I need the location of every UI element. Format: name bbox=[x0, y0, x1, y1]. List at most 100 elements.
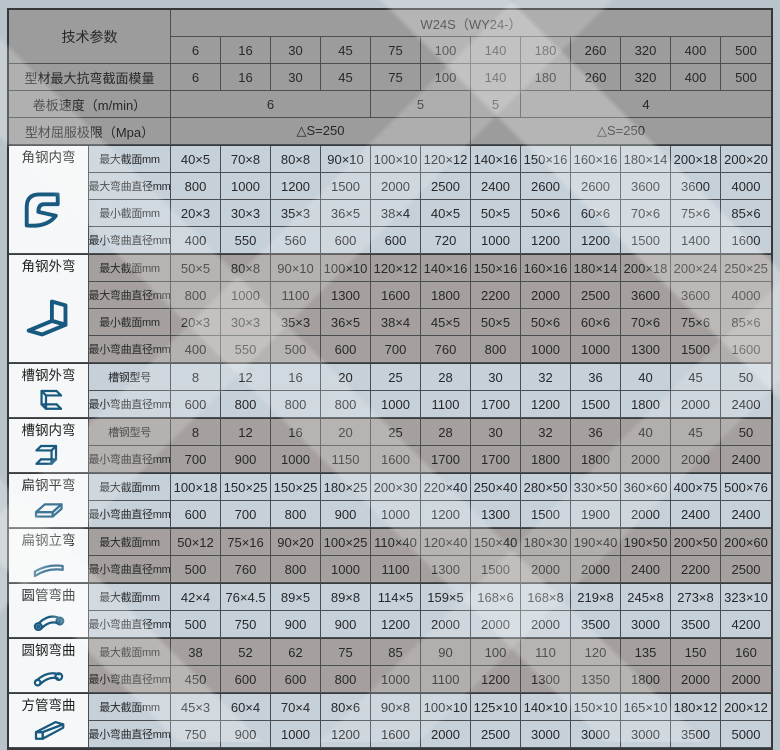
column-header-140: 140 bbox=[471, 37, 521, 64]
value-cell: 900 bbox=[321, 501, 371, 528]
value-cell: 1200 bbox=[521, 227, 571, 254]
value-cell: 120×40 bbox=[421, 529, 471, 556]
value-cell: 1500 bbox=[571, 391, 621, 418]
column-header-180: 180 bbox=[521, 37, 571, 64]
value-cell: 160 bbox=[721, 639, 771, 666]
value-cell: 2500 bbox=[571, 282, 621, 309]
value-cell: 120×12 bbox=[371, 255, 421, 282]
value-cell: 2400 bbox=[721, 391, 771, 418]
value-cell: 36×5 bbox=[321, 200, 371, 227]
value-cell: 32 bbox=[521, 419, 571, 446]
section-header-cell: 方管弯曲 bbox=[9, 694, 89, 748]
param-row-label: 型材屈服极限（Mpa） bbox=[9, 118, 171, 145]
value-cell: 1200 bbox=[371, 611, 421, 638]
value-cell: 700 bbox=[221, 501, 271, 528]
param-row-label: 型材最大抗弯截面模量 bbox=[9, 64, 171, 91]
section-row-label: 最小弯曲直径mm bbox=[89, 391, 171, 418]
param-value-cell: 500 bbox=[721, 64, 771, 91]
value-cell: 50×5 bbox=[171, 255, 221, 282]
value-cell: 168×8 bbox=[521, 584, 571, 611]
value-cell: 900 bbox=[271, 611, 321, 638]
section-row: 最大截面mm 42×4 76×4.5 89×5 89×8 114×5 159×5 168×6 1… bbox=[89, 584, 771, 611]
value-cell: 2000 bbox=[721, 666, 771, 693]
value-cell: 190×50 bbox=[621, 529, 671, 556]
value-cell: 150×16 bbox=[471, 255, 521, 282]
value-cell: 30 bbox=[471, 364, 521, 391]
value-cell: 125×10 bbox=[471, 694, 521, 721]
value-cell: 100×10 bbox=[371, 146, 421, 173]
value-cell: 110 bbox=[521, 639, 571, 666]
value-cell: 330×50 bbox=[571, 474, 621, 501]
section-row-label: 最小弯曲直径mm bbox=[89, 611, 171, 638]
value-cell: 1700 bbox=[421, 446, 471, 473]
section-row-label: 最大弯曲直径mm bbox=[89, 282, 171, 309]
value-cell: 89×8 bbox=[321, 584, 371, 611]
section-row: 最小弯曲直径mm 750 900 1000 1200 1600 2000 2500 3000 30… bbox=[89, 721, 771, 748]
param-value-cell: 75 bbox=[371, 64, 421, 91]
value-cell: 165×10 bbox=[621, 694, 671, 721]
param-value-cell: 180 bbox=[521, 64, 571, 91]
value-cell: 25 bbox=[371, 364, 421, 391]
value-cell: 800 bbox=[171, 282, 221, 309]
value-cell: 100×10 bbox=[321, 255, 371, 282]
value-cell: 2400 bbox=[621, 556, 671, 583]
value-cell: 62 bbox=[271, 639, 321, 666]
value-cell: 85 bbox=[371, 639, 421, 666]
value-cell: 800 bbox=[221, 391, 271, 418]
column-header-6: 6 bbox=[171, 37, 221, 64]
value-cell: 2000 bbox=[421, 721, 471, 748]
param-value-cell: 6 bbox=[171, 64, 221, 91]
value-cell: 2000 bbox=[371, 173, 421, 200]
value-cell: 1000 bbox=[521, 336, 571, 363]
section-header-cell: 角钢外弯 bbox=[9, 255, 89, 363]
section-name: 槽钢内弯 bbox=[21, 423, 76, 438]
value-cell: 35×3 bbox=[271, 200, 321, 227]
value-cell: 500 bbox=[171, 556, 221, 583]
value-cell: 4200 bbox=[721, 611, 771, 638]
value-cell: 3000 bbox=[521, 721, 571, 748]
section-row-label: 最小弯曲直径mm bbox=[89, 227, 171, 254]
param-value-cell: △S=250 bbox=[171, 118, 471, 145]
value-cell: 90 bbox=[421, 639, 471, 666]
column-header-320: 320 bbox=[621, 37, 671, 64]
section-rows: 最大截面mm 50×12 75×16 90×20 100×25 110×40 120×40 1… bbox=[89, 529, 771, 583]
param-value-cell: 400 bbox=[671, 64, 721, 91]
param-value-cell: 140 bbox=[471, 64, 521, 91]
value-cell: 1600 bbox=[371, 721, 421, 748]
value-cell: 250×25 bbox=[721, 255, 771, 282]
value-cell: 180×14 bbox=[571, 255, 621, 282]
value-cell: 35×3 bbox=[271, 309, 321, 336]
value-cell: 38×4 bbox=[371, 200, 421, 227]
section-name: 方管弯曲 bbox=[21, 698, 76, 713]
value-cell: 114×5 bbox=[371, 584, 421, 611]
value-cell: 1000 bbox=[371, 391, 421, 418]
section-row: 最大截面mm 40×5 70×8 80×8 90×10 100×10 120×12 140×1… bbox=[89, 146, 771, 173]
value-cell: 38 bbox=[171, 639, 221, 666]
value-cell: 500 bbox=[271, 336, 321, 363]
value-cell: 800 bbox=[171, 173, 221, 200]
value-cell: 32 bbox=[521, 364, 571, 391]
profile-sections: 角钢内弯 最大截面mm 40×5 70×8 80×8 90×10 100×10 120×12 1… bbox=[9, 145, 771, 748]
value-cell: 50×6 bbox=[521, 309, 571, 336]
value-cell: 12 bbox=[221, 419, 271, 446]
section-row-label: 最大截面mm bbox=[89, 146, 171, 173]
value-cell: 3600 bbox=[671, 282, 721, 309]
value-cell: 800 bbox=[271, 556, 321, 583]
value-cell: 600 bbox=[171, 391, 221, 418]
value-cell: 600 bbox=[221, 666, 271, 693]
value-cell: 80×8 bbox=[271, 146, 321, 173]
value-cell: 1000 bbox=[471, 227, 521, 254]
section-header-cell: 圆钢弯曲 bbox=[9, 639, 89, 693]
value-cell: 168×6 bbox=[471, 584, 521, 611]
angle-steel-inner-bend-icon bbox=[11, 167, 86, 250]
value-cell: 245×8 bbox=[621, 584, 671, 611]
value-cell: 1100 bbox=[371, 556, 421, 583]
value-cell: 600 bbox=[171, 501, 221, 528]
value-cell: 50×6 bbox=[521, 200, 571, 227]
value-cell: 1000 bbox=[571, 336, 621, 363]
value-cell: 1600 bbox=[371, 446, 421, 473]
value-cell: 273×8 bbox=[671, 584, 721, 611]
channel-steel-outer-bend-icon bbox=[11, 385, 86, 414]
value-cell: 2500 bbox=[721, 556, 771, 583]
section-row-label: 最大截面mm bbox=[89, 529, 171, 556]
